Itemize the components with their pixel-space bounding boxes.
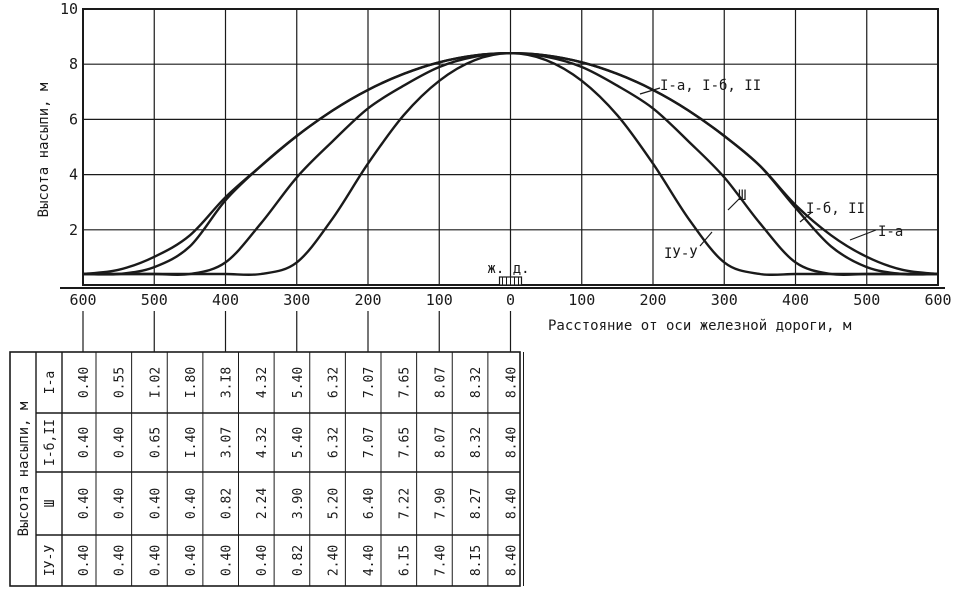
- table-row-label: I-б,II: [43, 419, 58, 466]
- table-cell: 0.40: [148, 545, 163, 576]
- curve-label: I-б, II: [806, 201, 865, 217]
- curve-label-leader: [639, 87, 661, 95]
- curve-label: Ш: [738, 188, 746, 204]
- table-cell: 4.40: [362, 545, 377, 576]
- table-cell: 0.40: [113, 545, 128, 576]
- x-tick-label: 500: [141, 291, 168, 309]
- table-cell: 0.82: [220, 488, 235, 519]
- x-tick-label: 400: [212, 291, 239, 309]
- table-cell: 0.40: [184, 488, 199, 519]
- curve-label-leader: [699, 231, 713, 247]
- table-cell: 0.65: [148, 427, 163, 458]
- x-tick-label: 200: [354, 291, 381, 309]
- curve-label: IУ-У: [664, 246, 698, 262]
- table-cell: 0.40: [77, 488, 92, 519]
- x-tick-label: 100: [426, 291, 453, 309]
- curve-label-leader: [799, 211, 813, 223]
- table-cell: 5.40: [291, 427, 306, 458]
- table-cell: 0.40: [255, 545, 270, 576]
- chart-axes: 10 8 6 4 2 600 500 400 300 200 100 0 100 200 300 400 500…: [36, 0, 952, 334]
- table-cell: 7.07: [362, 367, 377, 398]
- table-cell: 3.07: [220, 427, 235, 458]
- table-cell: 0.82: [291, 545, 306, 576]
- table-cell: 0.40: [77, 367, 92, 398]
- x-tick-label: 0: [506, 291, 515, 309]
- table-cell: 6.32: [326, 427, 341, 458]
- table-border: [9, 351, 521, 587]
- y-tick-label: 2: [69, 221, 78, 239]
- table-cell: 0.40: [77, 427, 92, 458]
- table-cell: 3.I8: [220, 367, 235, 398]
- x-tick-label: 200: [639, 291, 666, 309]
- table-cell: 8.27: [469, 488, 484, 519]
- table-cell: 6.32: [326, 367, 341, 398]
- y-tick-label: 8: [69, 55, 78, 73]
- table-cell: 8.40: [505, 488, 520, 519]
- table-cell: 8.32: [469, 427, 484, 458]
- table-cell: 8.40: [505, 427, 520, 458]
- table-cell: 8.40: [505, 367, 520, 398]
- curve-label-leader: [727, 197, 741, 211]
- curve-label: I-а: [878, 224, 903, 240]
- table-cell: 6.I5: [398, 545, 413, 576]
- table-cell: 7.07: [362, 427, 377, 458]
- table-cell: 0.40: [220, 545, 235, 576]
- x-tick-label: 400: [782, 291, 809, 309]
- x-tick-label: 600: [69, 291, 96, 309]
- table-cell: 8.32: [469, 367, 484, 398]
- table-cell: 0.40: [113, 427, 128, 458]
- y-axis-label: Высота насыпи, м: [36, 82, 52, 217]
- table-cell: 0.40: [184, 545, 199, 576]
- x-tick-label: 100: [568, 291, 595, 309]
- table-cell: 0.40: [113, 488, 128, 519]
- table-cell: I.40: [184, 427, 199, 458]
- series-line-iu-u: [82, 52, 938, 277]
- x-axis-label: Расстояние от оси железной дороги, м: [548, 318, 852, 334]
- table-row-label: IУ-У: [43, 545, 58, 576]
- curve-label-leader: [849, 229, 877, 241]
- x-tick-label: 600: [924, 291, 951, 309]
- table-cell: 7.65: [398, 427, 413, 458]
- table-cell: 2.24: [255, 488, 270, 519]
- y-tick-label: 4: [69, 166, 78, 184]
- table-header: Высота насыпи, м: [16, 401, 32, 536]
- chart-series: [82, 52, 939, 277]
- table-cell: 0.55: [113, 367, 128, 398]
- table-cell: 4.32: [255, 367, 270, 398]
- table-cell: 8.07: [433, 427, 448, 458]
- x-tick-label: 500: [853, 291, 880, 309]
- table-cell: I.80: [184, 367, 199, 398]
- table-cell: 7.65: [398, 367, 413, 398]
- table-cell: 7.22: [398, 488, 413, 519]
- table-cell: 5.20: [326, 488, 341, 519]
- x-tick-label: 300: [283, 291, 310, 309]
- table-cell: 2.40: [326, 545, 341, 576]
- x-tick-label: 300: [711, 291, 738, 309]
- curve-label: I-а, I-б, II: [660, 78, 761, 94]
- table-cell: 6.40: [362, 488, 377, 519]
- chart-labels: I-а, I-б, II Ш I-б, II I-а IУ-У: [639, 78, 903, 262]
- table-cell: 4.32: [255, 427, 270, 458]
- table-cell: 0.40: [148, 488, 163, 519]
- railway-label: ж. д.: [487, 261, 529, 277]
- table-cell: 8.40: [505, 545, 520, 576]
- table-cell: 5.40: [291, 367, 306, 398]
- table-row-label: I-а: [43, 371, 58, 394]
- y-tick-label: 10: [60, 0, 78, 18]
- table-cell: 7.90: [433, 488, 448, 519]
- table-row-label: Ш: [43, 499, 58, 507]
- table-cell: 7.40: [433, 545, 448, 576]
- y-tick-label: 6: [69, 110, 78, 128]
- table-cell: 3.90: [291, 488, 306, 519]
- table-cell: I.02: [148, 367, 163, 398]
- data-table: Высота насыпи, м I-а 0.40 0.55 I.02 I.80 3.I8 4…: [9, 311, 524, 587]
- table-cell: 8.07: [433, 367, 448, 398]
- table-cell: 0.40: [77, 545, 92, 576]
- table-cell: 8.I5: [469, 545, 484, 576]
